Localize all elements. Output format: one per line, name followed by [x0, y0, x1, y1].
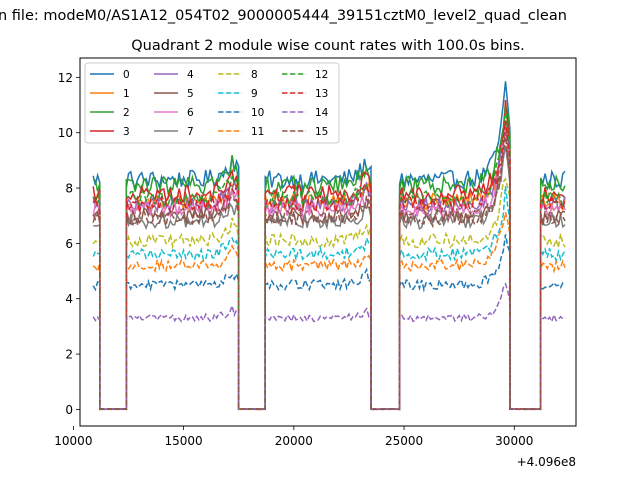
legend-label-13: 13	[315, 88, 328, 100]
legend-label-11: 11	[251, 126, 264, 138]
legend-label-2: 2	[123, 107, 130, 119]
legend-label-10: 10	[251, 107, 264, 119]
series-line-12	[92, 105, 565, 411]
x-tick-label: 25000	[385, 434, 423, 448]
series-layer	[92, 81, 566, 411]
series-line-3	[92, 100, 566, 411]
series-line-0	[92, 81, 566, 411]
legend-box	[84, 62, 340, 144]
legend-label-5: 5	[187, 88, 194, 100]
chart-title: Quadrant 2 module wise count rates with …	[131, 38, 525, 54]
legend-label-7: 7	[187, 126, 194, 138]
series-line-10	[92, 234, 566, 411]
legend-label-4: 4	[187, 69, 194, 81]
y-tick-label: 12	[58, 71, 73, 85]
legend-label-12: 12	[315, 69, 328, 81]
legend-label-0: 0	[123, 69, 130, 81]
series-line-4	[92, 123, 566, 411]
plot-frame	[79, 57, 577, 427]
x-offset-label: +4.096e8	[517, 455, 576, 469]
figure-suptitle: n file: modeM0/AS1A12_054T02_9000005444_…	[0, 8, 567, 24]
y-tick-label: 6	[65, 237, 73, 251]
legend-label-14: 14	[315, 107, 329, 119]
series-line-9	[92, 185, 566, 411]
series-line-11	[92, 212, 566, 411]
series-line-2	[92, 105, 566, 411]
legend-label-8: 8	[251, 69, 258, 81]
series-line-8	[92, 177, 566, 411]
legend-label-15: 15	[315, 126, 328, 138]
legend-label-3: 3	[123, 126, 130, 138]
x-tick-label: 30000	[495, 434, 533, 448]
x-tick-label: 15000	[165, 434, 203, 448]
legend-label-9: 9	[251, 88, 258, 100]
y-tick-label: 10	[58, 126, 73, 140]
series-line-14	[92, 282, 566, 411]
series-line-15	[92, 132, 566, 411]
x-tick-label: 10000	[54, 434, 92, 448]
legend-label-1: 1	[123, 88, 130, 100]
y-tick-label: 0	[65, 403, 73, 417]
y-tick-label: 4	[65, 292, 73, 306]
series-line-6	[92, 123, 566, 411]
legend-label-6: 6	[187, 107, 194, 119]
x-tick-label: 20000	[275, 434, 313, 448]
y-tick-label: 8	[65, 182, 73, 196]
y-tick-label: 2	[65, 348, 73, 362]
